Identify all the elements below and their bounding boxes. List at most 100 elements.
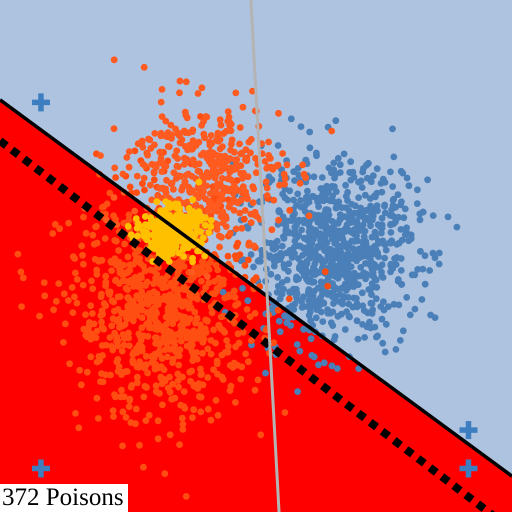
class-blue-point xyxy=(359,221,367,229)
class-blue-point xyxy=(315,203,322,211)
class-blue-point xyxy=(307,245,315,252)
class-orange-point xyxy=(279,150,286,157)
class-orange-point xyxy=(170,185,177,193)
class-red-point xyxy=(129,317,137,325)
class-blue-point xyxy=(267,239,274,247)
class-blue-point xyxy=(332,188,340,196)
class-orange-point xyxy=(232,225,240,233)
class-blue-point xyxy=(368,291,375,298)
class-orange-point xyxy=(227,120,235,128)
class-red-point xyxy=(270,339,278,347)
class-blue-point xyxy=(274,142,282,149)
class-blue-point xyxy=(431,254,439,262)
class-red-point xyxy=(250,276,257,284)
class-blue-point xyxy=(444,213,452,221)
class-red-point xyxy=(109,407,117,414)
class-red-point xyxy=(200,335,208,343)
class-blue-point xyxy=(293,221,300,229)
class-blue-point xyxy=(389,183,397,191)
class-red-point xyxy=(60,290,68,298)
class-blue-point xyxy=(274,274,281,281)
class-orange-point xyxy=(178,136,186,144)
class-blue-point xyxy=(347,176,355,184)
class-orange-point xyxy=(263,184,271,192)
poison-points-point xyxy=(189,215,197,223)
class-red-point xyxy=(204,262,211,269)
class-blue-point xyxy=(367,285,375,292)
class-blue-point xyxy=(394,191,402,199)
class-orange-point xyxy=(206,141,214,149)
class-blue-point xyxy=(358,184,366,191)
poison-points-point xyxy=(149,231,156,239)
class-red-point xyxy=(50,306,57,314)
class-orange-point xyxy=(178,186,186,194)
poison-points-point xyxy=(194,212,202,220)
class-blue-point xyxy=(360,165,367,172)
class-red-point xyxy=(281,409,289,416)
class-blue-point xyxy=(392,218,399,226)
class-red-point xyxy=(245,256,252,264)
class-orange-point xyxy=(261,158,269,165)
class-red-point xyxy=(166,431,174,439)
class-blue-point xyxy=(373,283,381,291)
class-blue-point xyxy=(250,263,257,271)
class-orange-point xyxy=(110,56,118,64)
class-orange-point xyxy=(238,149,246,157)
class-orange-point xyxy=(245,138,253,146)
plus-marker xyxy=(31,459,50,478)
class-orange-point xyxy=(239,183,247,191)
class-red-point xyxy=(89,231,97,239)
class-orange-point xyxy=(200,173,208,181)
class-blue-point xyxy=(435,249,443,257)
class-red-point xyxy=(40,279,48,286)
class-blue-point xyxy=(280,285,287,293)
class-red-point xyxy=(146,290,153,298)
class-blue-point xyxy=(338,284,346,292)
class-orange-point xyxy=(216,161,224,169)
class-red-point xyxy=(73,299,81,307)
class-red-point xyxy=(213,360,221,368)
class-red-point xyxy=(187,377,194,385)
class-orange-point xyxy=(268,226,276,234)
class-red-point xyxy=(125,342,133,350)
class-blue-point xyxy=(354,335,362,343)
class-blue-point xyxy=(403,224,410,232)
class-blue-point xyxy=(371,228,379,236)
plus-marker-vertical xyxy=(465,421,472,440)
class-blue-point xyxy=(275,207,283,214)
class-red-point xyxy=(127,383,135,391)
class-blue-point xyxy=(284,196,292,204)
class-blue-point xyxy=(293,202,300,209)
class-red-point xyxy=(122,414,130,421)
class-orange-point xyxy=(283,161,291,169)
class-blue-point xyxy=(375,253,382,260)
class-red-point xyxy=(232,399,239,406)
class-red-point xyxy=(198,277,205,285)
poison-points-point xyxy=(165,258,173,265)
class-red-point xyxy=(245,358,252,366)
class-blue-point xyxy=(320,197,327,205)
class-blue-point xyxy=(358,289,366,297)
class-red-point xyxy=(163,340,171,348)
class-red-point xyxy=(91,255,99,263)
class-blue-point xyxy=(334,154,342,162)
class-red-point xyxy=(69,253,77,261)
gray-boundary xyxy=(249,0,281,512)
class-blue-point xyxy=(373,165,381,173)
class-orange-point xyxy=(206,200,213,207)
class-red-point xyxy=(126,183,134,191)
class-red-point xyxy=(197,113,204,120)
class-orange-point xyxy=(157,98,165,106)
class-red-point xyxy=(175,266,183,274)
class-blue-point xyxy=(280,233,287,241)
class-red-point xyxy=(86,319,93,326)
class-blue-point xyxy=(343,241,351,248)
class-blue-point xyxy=(382,246,390,254)
class-red-point xyxy=(194,264,202,271)
class-orange-point xyxy=(223,157,231,165)
class-red-point xyxy=(138,288,146,295)
class-red-point xyxy=(217,325,225,332)
class-blue-point xyxy=(393,241,401,248)
class-orange-point xyxy=(189,137,197,145)
class-orange-point xyxy=(202,113,210,120)
